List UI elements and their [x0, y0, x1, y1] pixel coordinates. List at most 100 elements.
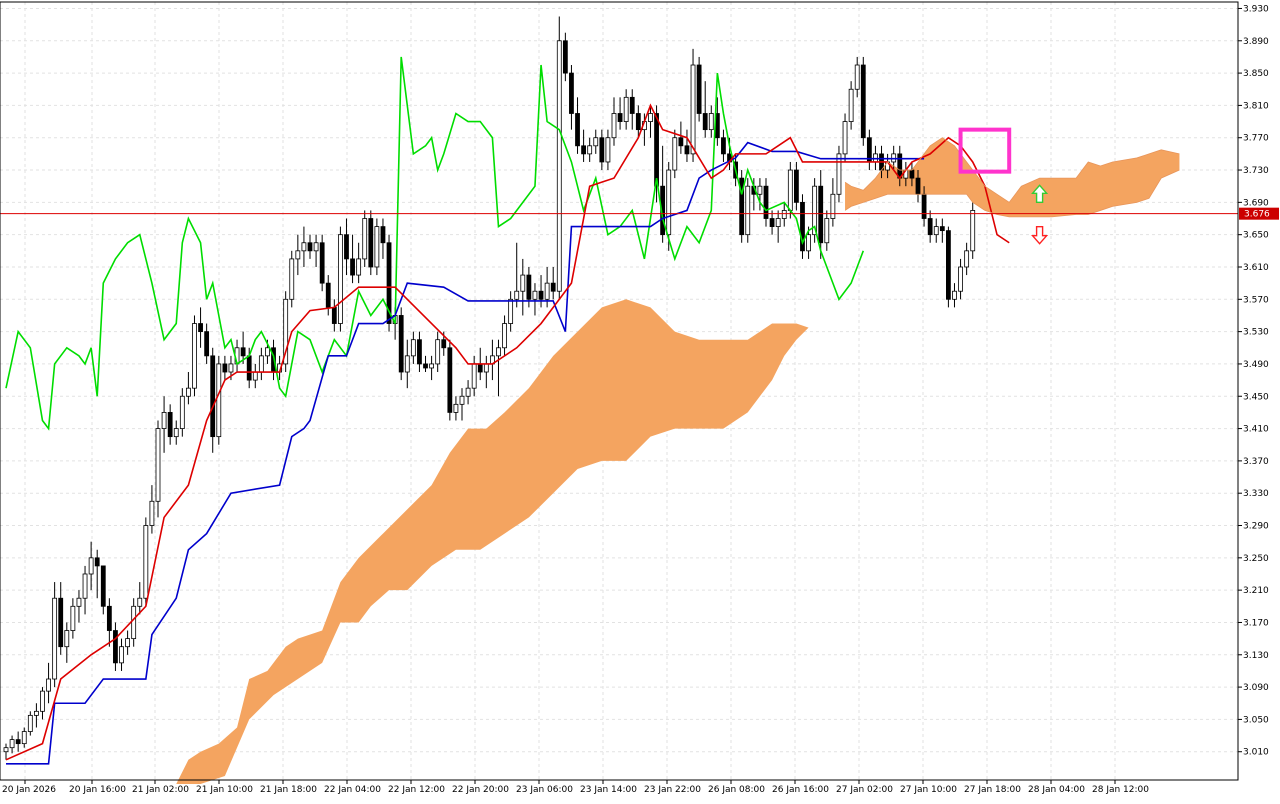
candle-bear — [106, 605, 112, 631]
candle-bull — [690, 64, 696, 155]
candle-bull — [648, 113, 653, 122]
candle-bull — [532, 290, 538, 300]
x-tick-label: 26 Jan 08:00 — [708, 785, 765, 795]
candle-bull — [611, 113, 617, 139]
y-tick-label: 3.050 — [1243, 715, 1269, 725]
candle-bull — [337, 234, 343, 324]
candle-bear — [599, 137, 605, 163]
plot-frame — [0, 1, 1239, 781]
candle-bull — [830, 193, 836, 219]
candle-bear — [222, 363, 228, 373]
chikou-line — [5, 56, 865, 431]
candle-bull — [88, 557, 94, 575]
candle-bull — [289, 258, 295, 300]
y-tick-label: 3.210 — [1243, 586, 1269, 596]
candle-bull — [374, 226, 380, 268]
kumo-cloud-history — [176, 299, 809, 785]
candle-bear — [550, 282, 556, 292]
candle-bear — [800, 201, 805, 252]
candle-bear — [696, 64, 702, 114]
candle-bull — [149, 500, 155, 526]
candle-bull — [34, 710, 39, 716]
candle-bull — [465, 387, 471, 397]
arrow-up-icon — [1031, 184, 1049, 203]
highlight-box — [958, 127, 1012, 174]
candle-bear — [635, 113, 641, 131]
candle-bull — [137, 597, 143, 607]
y-tick-label: 3.370 — [1243, 457, 1269, 467]
candle-bear — [246, 355, 252, 381]
senkou_a-line — [844, 137, 1180, 203]
candle-bear — [921, 193, 927, 219]
y-tick-label: 3.610 — [1243, 263, 1269, 273]
candle-bull — [173, 428, 179, 438]
candle-bear — [319, 242, 325, 284]
y-tick-label: 3.490 — [1243, 360, 1269, 370]
y-tick-label: 3.450 — [1243, 392, 1269, 402]
candle-bull — [453, 403, 459, 413]
x-tick-label: 22 Jan 12:00 — [388, 785, 445, 795]
candle-bull — [483, 363, 489, 373]
candle-bear — [15, 739, 21, 745]
y-tick-label: 3.530 — [1243, 328, 1269, 338]
candle-bear — [398, 315, 404, 373]
candle-bull — [362, 218, 368, 260]
candle-bull — [404, 355, 410, 373]
x-tick-label: 21 Jan 10:00 — [196, 785, 253, 795]
candle-bear — [198, 323, 203, 333]
x-tick-label: 23 Jan 22:00 — [644, 785, 701, 795]
candle-bull — [192, 323, 197, 389]
candle-bull — [775, 218, 781, 227]
candle-bull — [806, 234, 811, 252]
candle-bear — [617, 113, 623, 122]
candle-bear — [860, 64, 866, 139]
x-tick-label: 27 Jan 18:00 — [964, 785, 1021, 795]
candle-bear — [678, 137, 684, 147]
y-tick-label: 3.850 — [1243, 69, 1269, 79]
candle-bull — [64, 630, 70, 648]
candle-bear — [417, 339, 422, 365]
candle-bull — [40, 690, 45, 712]
candle-bull — [970, 210, 976, 252]
candle-bear — [331, 306, 337, 324]
candle-bear — [897, 153, 903, 179]
candle-bull — [952, 290, 957, 300]
candle-bear — [423, 363, 428, 369]
candle-bear — [204, 331, 210, 357]
kumo-cloud-future — [845, 137, 1180, 217]
y-tick-label: 3.330 — [1243, 489, 1269, 499]
candle-bull — [459, 395, 465, 405]
candle-bear — [927, 218, 933, 236]
candle-bear — [629, 96, 635, 114]
candle-bull — [605, 137, 611, 163]
candle-bull — [745, 185, 751, 236]
candle-bull — [556, 40, 562, 292]
x-tick-label: 23 Jan 14:00 — [580, 785, 637, 795]
candle-bull — [46, 678, 51, 692]
candle-bear — [818, 185, 824, 244]
candle-bull — [52, 597, 58, 680]
candle-bull — [514, 290, 520, 300]
y-tick-label: 3.250 — [1243, 554, 1269, 564]
candle-bull — [125, 638, 130, 648]
candle-bear — [684, 145, 690, 155]
candle-bull — [520, 274, 526, 292]
candle-bull — [143, 525, 149, 599]
candle-bear — [380, 226, 386, 244]
candle-bear — [909, 169, 915, 179]
x-tick-label: 28 Jan 12:00 — [1092, 785, 1149, 795]
candle-bull — [836, 153, 842, 195]
candle-bear — [386, 242, 392, 324]
candle-bull — [933, 226, 939, 236]
candle-bull — [161, 412, 167, 429]
candle-bull — [185, 387, 191, 397]
candle-bear — [915, 177, 921, 195]
candle-bull — [3, 747, 9, 753]
x-tick-label: 20 Jan 2026 — [2, 785, 56, 795]
candle-bull — [119, 646, 124, 664]
x-tick-label: 27 Jan 10:00 — [900, 785, 957, 795]
candle-bull — [216, 363, 222, 438]
candle-bull — [964, 250, 970, 268]
